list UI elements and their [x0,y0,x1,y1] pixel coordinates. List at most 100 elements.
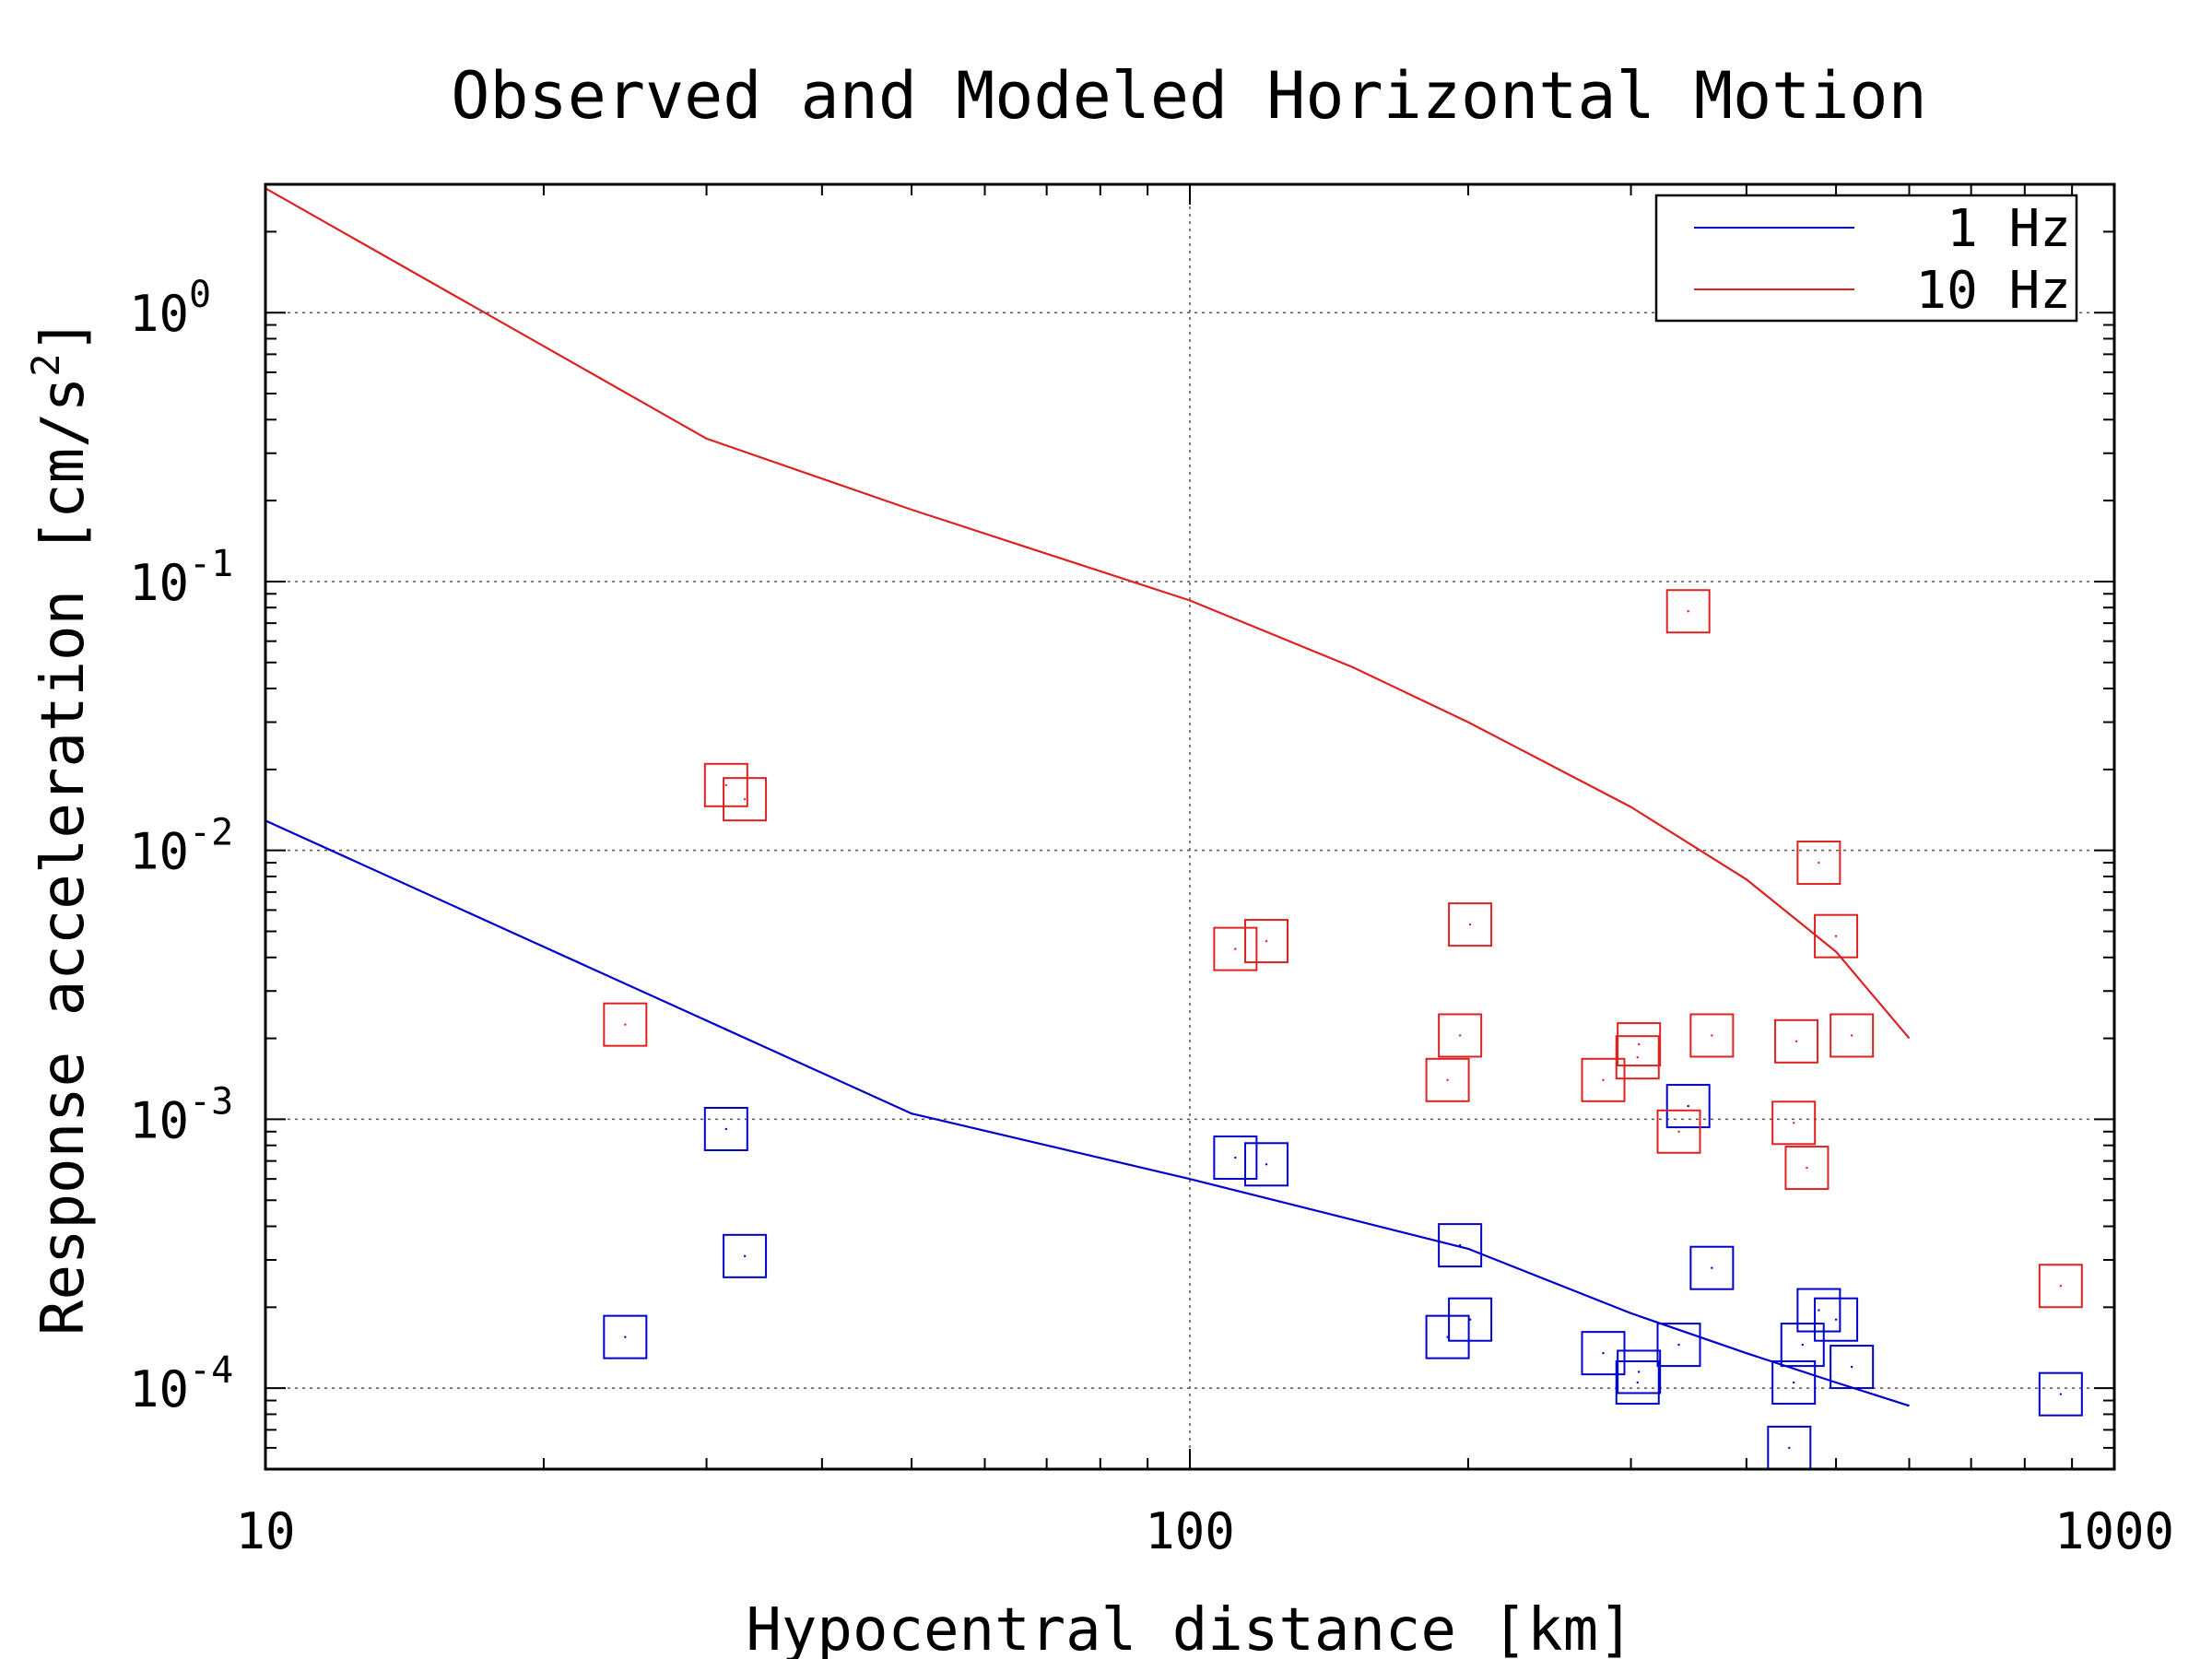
data-point-center-1hz [1637,1371,1641,1373]
data-point-1hz [1689,1245,1735,1290]
x-tick-label: 1000 [2054,1502,2174,1560]
data-point-1hz [1581,1331,1626,1376]
data-point-center-1hz [1818,1309,1820,1312]
data-point-10hz [1244,919,1289,964]
data-point-1hz [703,1106,748,1151]
y-tick-label-base: 10 [129,1360,189,1418]
data-point-center-1hz [1788,1446,1791,1450]
y-tick-label-exponent: -4 [189,1349,233,1392]
data-point-center-1hz [1265,1163,1268,1166]
data-point-1hz [603,1314,648,1359]
data-point-1hz [1796,1288,1841,1333]
data-point-10hz [1830,1013,1875,1058]
y-tick-label-base: 10 [129,554,189,612]
y-tick-label: 10-1 [129,543,233,612]
y-tick-label-base: 10 [129,823,189,881]
ticks [265,183,2114,1470]
data-point-center-1hz [1711,1266,1713,1269]
x-tick-label: 10 [235,1502,295,1560]
y-tick-label-exponent: 0 [189,274,211,316]
legend-label-1hz: 1 Hz [1947,199,2071,259]
data-point-center-1hz [1677,1343,1680,1347]
y-tick-label: 10-4 [129,1349,233,1418]
data-point-10hz [1581,1057,1626,1102]
data-point-10hz [1448,902,1493,947]
data-point-10hz [1425,1057,1470,1102]
data-point-center-10hz [1687,610,1689,613]
data-point-center-10hz [1458,1034,1462,1037]
y-axis-label-end: ] [29,318,98,354]
data-point-center-10hz [1711,1034,1713,1037]
data-point-center-10hz [1265,939,1268,943]
data-point-center-10hz [1850,1034,1853,1037]
y-axis-label-superscript: 2 [23,353,68,376]
data-point-1hz [1771,1359,1817,1405]
data-point-10hz [1665,589,1711,634]
data-point-1hz [723,1233,768,1278]
data-point-10hz [1796,841,1841,886]
series-10hz [265,187,2083,1309]
y-tick-label-base: 10 [129,1091,189,1149]
data-point-10hz [723,777,768,822]
data-point-1hz [1425,1314,1470,1359]
data-point-center-10hz [724,783,728,786]
data-point-1hz [1244,1142,1289,1187]
data-point-center-1hz [1234,1156,1237,1159]
data-point-1hz [1665,1084,1711,1129]
data-point-center-1hz [1602,1351,1605,1355]
y-tick-label-base: 10 [129,285,189,343]
data-point-1hz [1615,1359,1660,1405]
data-point-1hz [1814,1297,1859,1342]
data-point-center-10hz [1834,935,1838,937]
y-tick-label: 100 [129,274,211,343]
data-point-center-10hz [2059,1285,2063,1288]
model-line-10hz [265,187,1911,1040]
data-point-1hz [1438,1223,1483,1268]
data-point-center-10hz [1806,1166,1808,1170]
data-point-center-10hz [1794,1040,1798,1043]
data-point-10hz [1771,1100,1817,1146]
series-layer [265,187,2083,1470]
data-point-center-10hz [1637,1042,1641,1046]
data-point-center-10hz [1677,1130,1680,1133]
data-point-center-1hz [624,1335,627,1338]
model-line-1hz [265,819,1910,1407]
data-point-center-10hz [1468,923,1472,926]
data-point-10hz [1814,913,1859,959]
data-point-center-1hz [743,1254,747,1258]
data-point-center-1hz [1801,1343,1804,1347]
data-point-center-1hz [724,1127,728,1131]
data-point-center-10hz [624,1023,627,1026]
data-point-10hz [1438,1013,1483,1058]
data-point-1hz [1830,1345,1875,1390]
y-tick-label-exponent: -1 [189,543,233,585]
data-point-center-1hz [1850,1365,1853,1369]
data-point-center-1hz [2059,1393,2063,1395]
legend: 1 Hz 10 Hz [1654,194,2078,323]
data-point-center-1hz [1834,1318,1838,1321]
data-point-center-10hz [1792,1122,1795,1124]
data-point-1hz [1656,1323,1701,1368]
data-point-10hz [2038,1264,2083,1309]
data-point-1hz [1780,1323,1825,1368]
data-point-center-1hz [1687,1104,1689,1108]
legend-label-10hz: 10 Hz [1915,261,2071,321]
data-point-10hz [1689,1013,1735,1058]
data-point-1hz [1617,1349,1662,1394]
data-point-10hz [1213,926,1258,971]
data-point-center-1hz [1468,1318,1472,1321]
data-point-10hz [1615,1035,1660,1080]
data-point-center-10hz [1602,1078,1605,1081]
data-point-1hz [1448,1297,1493,1342]
data-point-center-1hz [1792,1381,1795,1384]
y-tick-label: 10-3 [129,1080,233,1149]
data-point-10hz [1774,1018,1819,1064]
data-point-center-10hz [1234,947,1237,950]
data-point-center-1hz [1636,1381,1639,1384]
data-point-center-10hz [1818,861,1820,865]
x-axis-label: Hypocentral distance [km] [746,1596,1633,1659]
y-tick-label-exponent: -3 [189,1080,233,1123]
data-point-10hz [703,762,748,807]
